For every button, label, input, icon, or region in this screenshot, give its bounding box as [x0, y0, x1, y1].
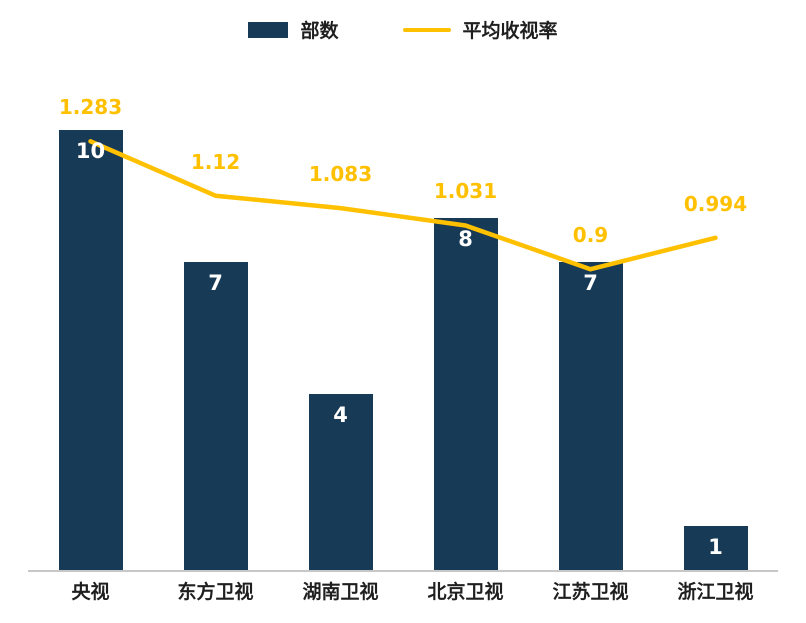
- bar: [308, 394, 373, 570]
- line-point-label: 0.994: [683, 191, 748, 216]
- bar: [683, 526, 748, 570]
- category-label: 北京卫视: [427, 581, 504, 603]
- legend-line-label: 平均收视率: [462, 20, 558, 42]
- line-point-label: 0.9: [572, 223, 609, 248]
- bar-value-label: 7: [583, 271, 598, 295]
- category-label: 央视: [71, 581, 110, 603]
- line-point-label: 1.283: [58, 95, 123, 120]
- line-point-label: 1.083: [308, 162, 373, 187]
- line-series-swatch-icon: [402, 27, 451, 32]
- legend-item-bar-series: 部数: [248, 16, 339, 43]
- bar: [58, 130, 123, 570]
- bar: [558, 262, 623, 570]
- bar-value-label: 1: [708, 535, 723, 559]
- line-point-label: 1.12: [190, 149, 241, 174]
- line-point-label: 1.031: [433, 179, 498, 204]
- category-label: 浙江卫视: [677, 581, 754, 603]
- bar-value-label: 7: [208, 271, 223, 295]
- chart-legend: 部数 平均收视率: [0, 16, 806, 43]
- legend-bar-label: 部数: [300, 20, 339, 42]
- bar-value-label: 4: [333, 403, 348, 427]
- bar: [183, 262, 248, 570]
- bar-value-label: 8: [458, 227, 473, 251]
- category-label: 东方卫视: [177, 581, 254, 603]
- bar-series-swatch-icon: [248, 21, 289, 38]
- bar-value-label: 10: [75, 139, 106, 163]
- bar: [433, 218, 498, 570]
- category-label: 湖南卫视: [302, 581, 379, 603]
- legend-item-line-series: 平均收视率: [402, 16, 558, 43]
- x-axis-line: [28, 570, 778, 572]
- category-label: 江苏卫视: [552, 581, 629, 603]
